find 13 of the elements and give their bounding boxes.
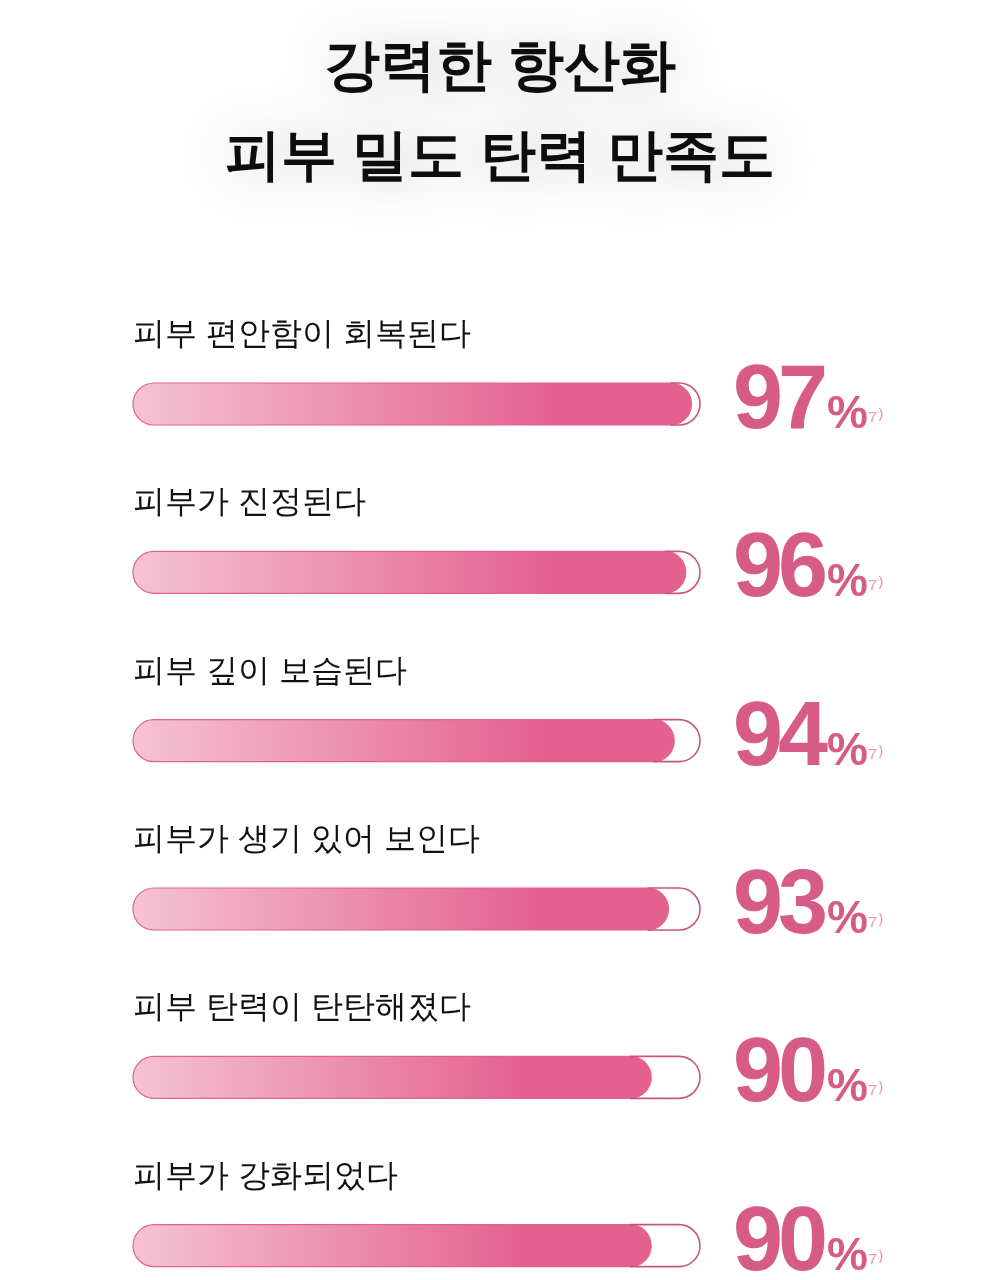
y-tick-label: 피부 깊이 보습된다 [133, 651, 407, 688]
y-tick-label: 피부 편안함이 회복된다 [133, 315, 471, 351]
data-label: 90%⁷⁾ [733, 1020, 884, 1121]
y-tick-label: 피부가 생기 있어 보인다 [133, 820, 480, 856]
data-label: 94%⁷⁾ [733, 683, 884, 784]
y-tick-label: 피부가 강화되었다 [133, 1156, 398, 1193]
data-label: 96%⁷⁾ [733, 515, 884, 616]
y-tick-label: 피부가 진정된다 [133, 483, 366, 520]
data-label: 97%⁷⁾ [733, 347, 884, 447]
y-tick-label: 피부 탄력이 탄탄해졌다 [133, 988, 471, 1025]
data-label: 93%⁷⁾ [733, 852, 884, 952]
data-label: 90%⁷⁾ [733, 1188, 884, 1280]
chart-title: 강력한 항산화 피부 밀도 탄력 만족도 [224, 33, 776, 186]
